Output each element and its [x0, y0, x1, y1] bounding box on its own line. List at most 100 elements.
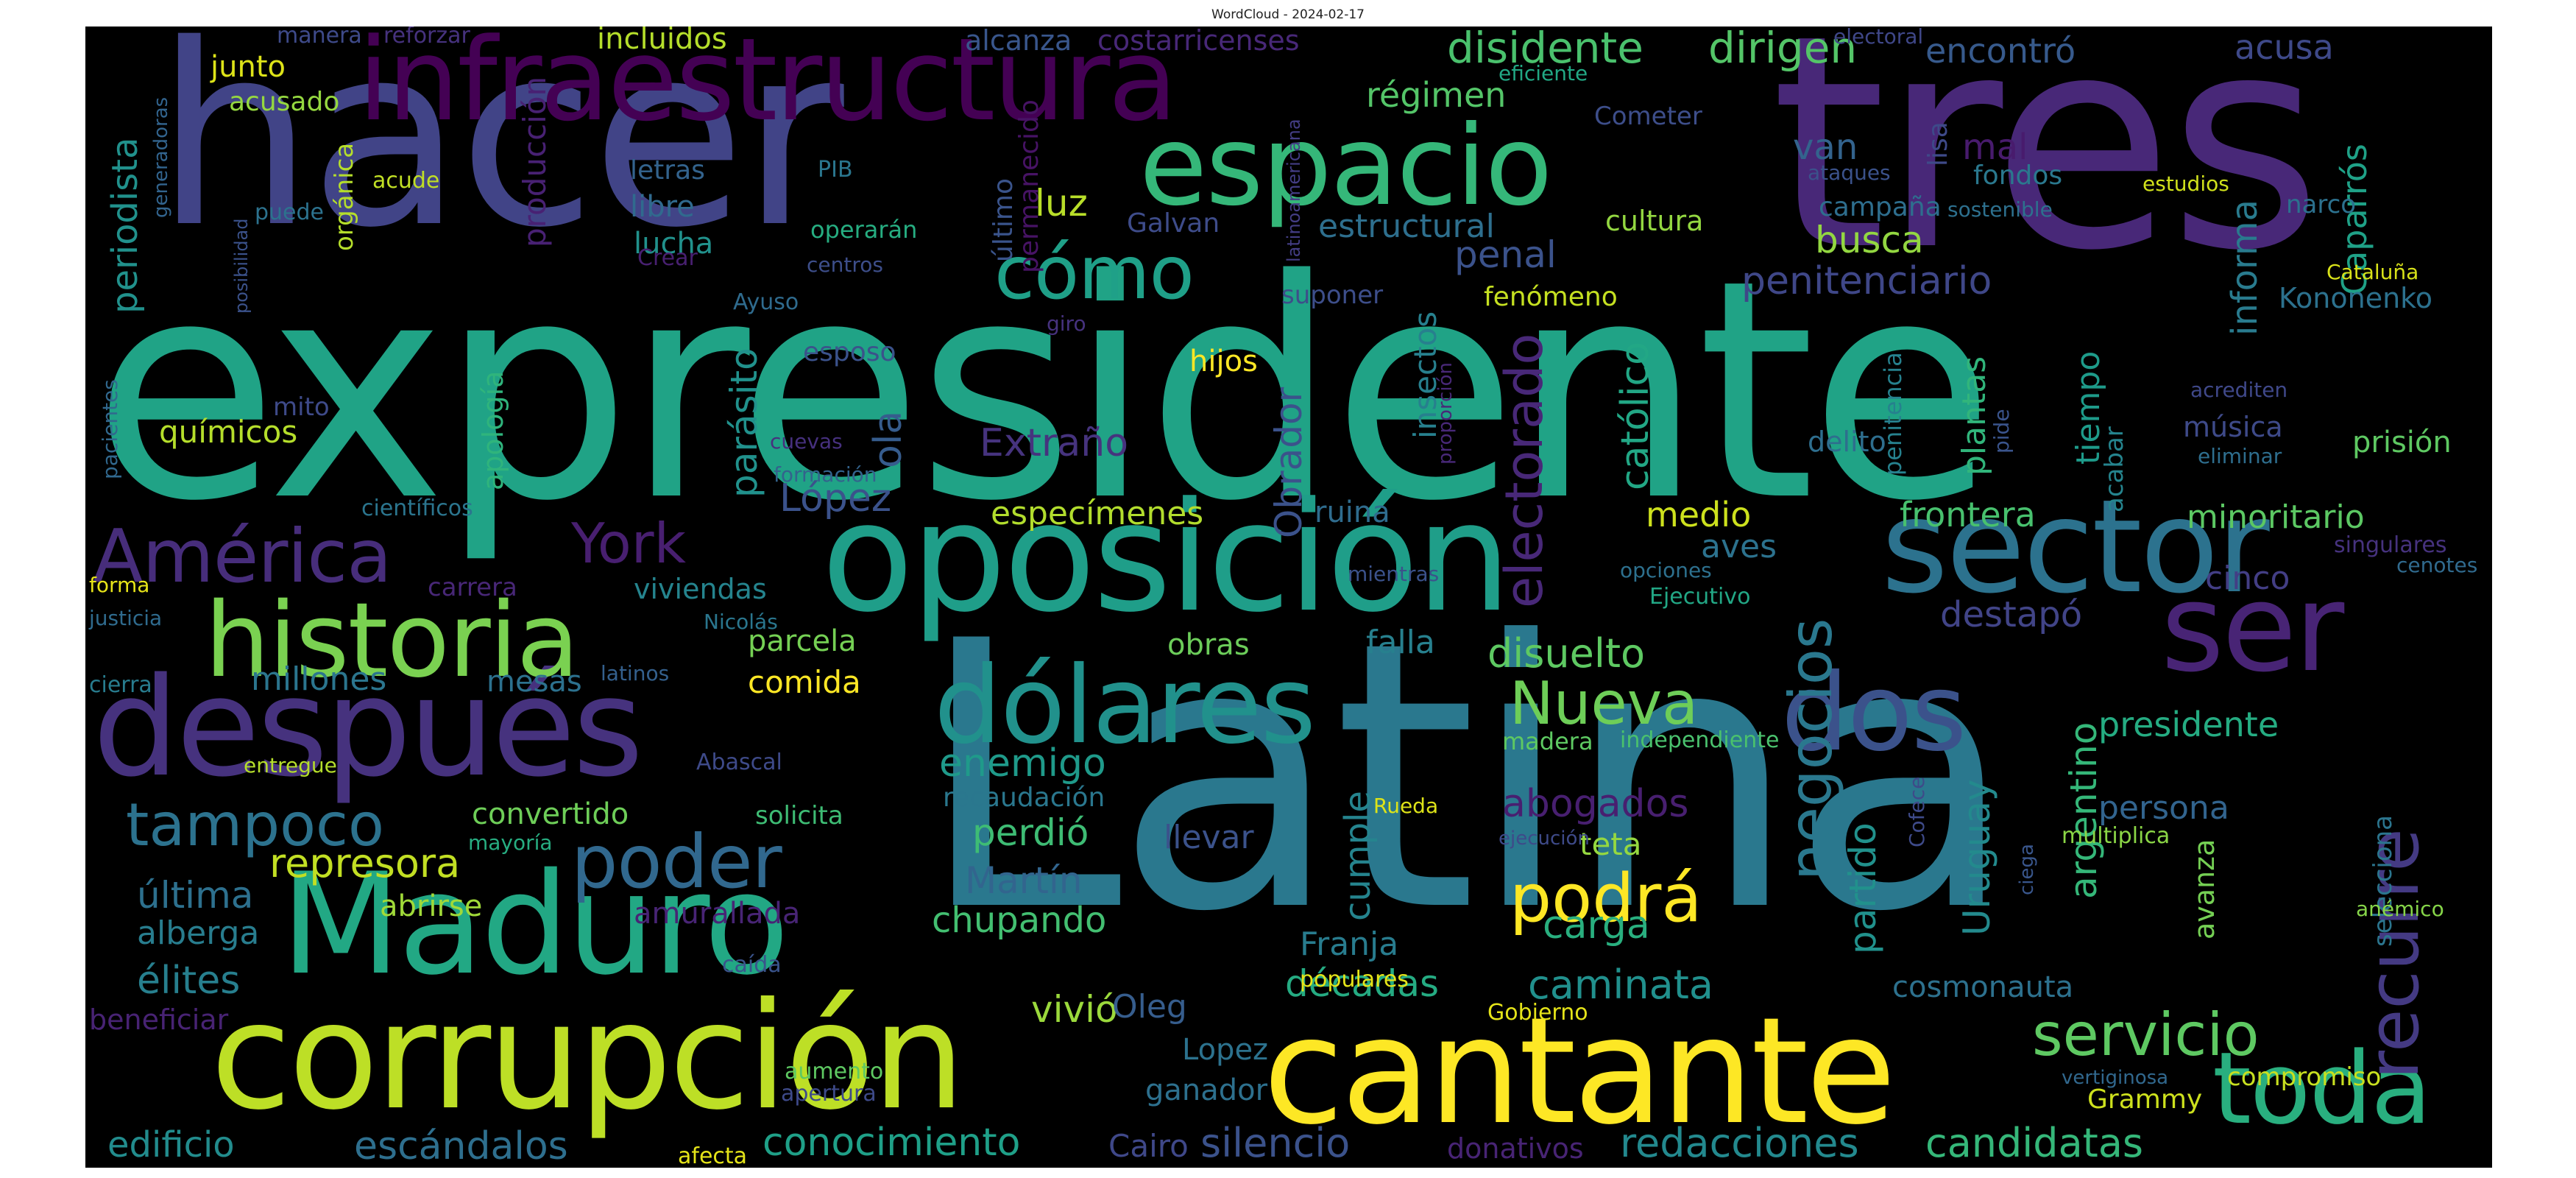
- word: incluidos: [597, 27, 727, 56]
- word: Martín: [965, 859, 1083, 902]
- word: recaudación: [943, 783, 1105, 813]
- word: York: [571, 511, 687, 576]
- word: Lopez: [1182, 1033, 1269, 1067]
- word: avanza: [2188, 839, 2221, 939]
- word: corrupción: [210, 971, 966, 1143]
- word: fondos: [1973, 161, 2063, 191]
- word: cómo: [994, 230, 1195, 316]
- word: opciones: [1620, 558, 1712, 582]
- word: obras: [1167, 628, 1250, 662]
- word: caída: [722, 952, 782, 978]
- word: carga: [1543, 903, 1650, 948]
- word: busca: [1815, 219, 1924, 261]
- word: entregue: [244, 753, 337, 777]
- word: Galvan: [1127, 208, 1220, 239]
- word: Cairo: [1108, 1128, 1189, 1164]
- word: independiente: [1620, 727, 1780, 753]
- word: libre: [630, 190, 695, 224]
- word: teta: [1579, 826, 1642, 862]
- word: beneficiar: [89, 1004, 229, 1036]
- word: abogados: [1502, 782, 1689, 826]
- word: ejecución: [1498, 828, 1590, 850]
- word: caminata: [1528, 962, 1713, 1008]
- word: generadoras: [150, 96, 172, 218]
- word: Kononenko: [2279, 282, 2433, 314]
- word: ruina: [1314, 495, 1390, 529]
- word: Ejecutivo: [1649, 584, 1751, 610]
- word: penal: [1454, 233, 1557, 276]
- word: élites: [137, 959, 241, 1003]
- word: toda: [2212, 1031, 2432, 1146]
- word: costarricenses: [1097, 27, 1300, 57]
- word: justicia: [89, 606, 163, 630]
- word: proporción: [1434, 362, 1457, 465]
- word: Nueva: [1510, 669, 1699, 738]
- word: dirigen: [1708, 27, 1858, 73]
- word: perdió: [972, 811, 1089, 854]
- word: viviendas: [634, 573, 767, 605]
- word: redacciones: [1620, 1120, 1859, 1166]
- word: cenotes: [2396, 553, 2478, 577]
- word: poder: [571, 819, 782, 905]
- word: Franja: [1300, 925, 1399, 963]
- word: disuelto: [1487, 630, 1646, 677]
- word: junto: [210, 50, 286, 84]
- word: estructural: [1318, 208, 1495, 245]
- word: oposición: [821, 470, 1512, 646]
- word: singulares: [2334, 532, 2447, 558]
- word: mal: [1962, 127, 2028, 168]
- word: cantante: [1263, 986, 1896, 1157]
- word: Gobierno: [1487, 1000, 1588, 1026]
- word: expresidente: [93, 215, 1995, 567]
- word: Cometer: [1594, 102, 1702, 131]
- word: Extraño: [980, 421, 1129, 465]
- word: formación: [774, 462, 877, 487]
- word: aves: [1701, 528, 1777, 565]
- word: acusado: [229, 87, 340, 117]
- word: negocios: [1777, 618, 1845, 881]
- word: compromiso: [2227, 1062, 2382, 1092]
- word: ataques: [1808, 161, 1891, 185]
- word: cumple: [1337, 791, 1379, 921]
- word: apertura: [781, 1081, 877, 1107]
- word: católico: [1613, 342, 1657, 490]
- word: selecciona: [2368, 814, 2398, 947]
- word: después: [93, 648, 644, 807]
- word: PIB: [818, 157, 853, 183]
- word: silencio: [1200, 1120, 1351, 1166]
- word: alcanza: [965, 27, 1072, 57]
- word: ser: [2161, 557, 2344, 699]
- word: régimen: [1366, 75, 1507, 115]
- word: cultura: [1605, 205, 1704, 237]
- word: vivió: [1031, 988, 1118, 1031]
- word: manera: [277, 27, 362, 49]
- word: historia: [205, 581, 579, 701]
- word: conocimiento: [762, 1121, 1021, 1165]
- word: hacer: [155, 27, 844, 283]
- word: suponer: [1281, 281, 1384, 310]
- word: sostenible: [1947, 197, 2053, 222]
- word: Uruguay: [1956, 779, 1998, 937]
- word: fenómeno: [1484, 282, 1618, 312]
- word: anémico: [2356, 897, 2444, 921]
- word: alberga: [137, 914, 260, 952]
- word: orgánica: [330, 142, 359, 251]
- word: música: [2183, 411, 2283, 443]
- word: periodista: [105, 137, 146, 314]
- word: penitenciario: [1741, 259, 1992, 303]
- word: sector: [1881, 473, 2270, 622]
- word: dos: [1781, 651, 1967, 775]
- word: Rueda: [1373, 794, 1439, 818]
- word: posibilidad: [231, 218, 252, 314]
- word: campaña: [1819, 192, 1942, 222]
- word: destapó: [1940, 594, 2083, 635]
- word: Crear: [637, 245, 698, 271]
- chart-title: WordCloud - 2024-02-17: [1211, 7, 1365, 22]
- word: ganador: [1145, 1073, 1268, 1107]
- word: afecta: [678, 1143, 748, 1168]
- word: permanecido: [1014, 99, 1044, 273]
- word: eficiente: [1498, 61, 1588, 85]
- word: Latina: [917, 563, 2016, 992]
- word: pide: [1989, 409, 2014, 454]
- word: lucha: [634, 227, 714, 261]
